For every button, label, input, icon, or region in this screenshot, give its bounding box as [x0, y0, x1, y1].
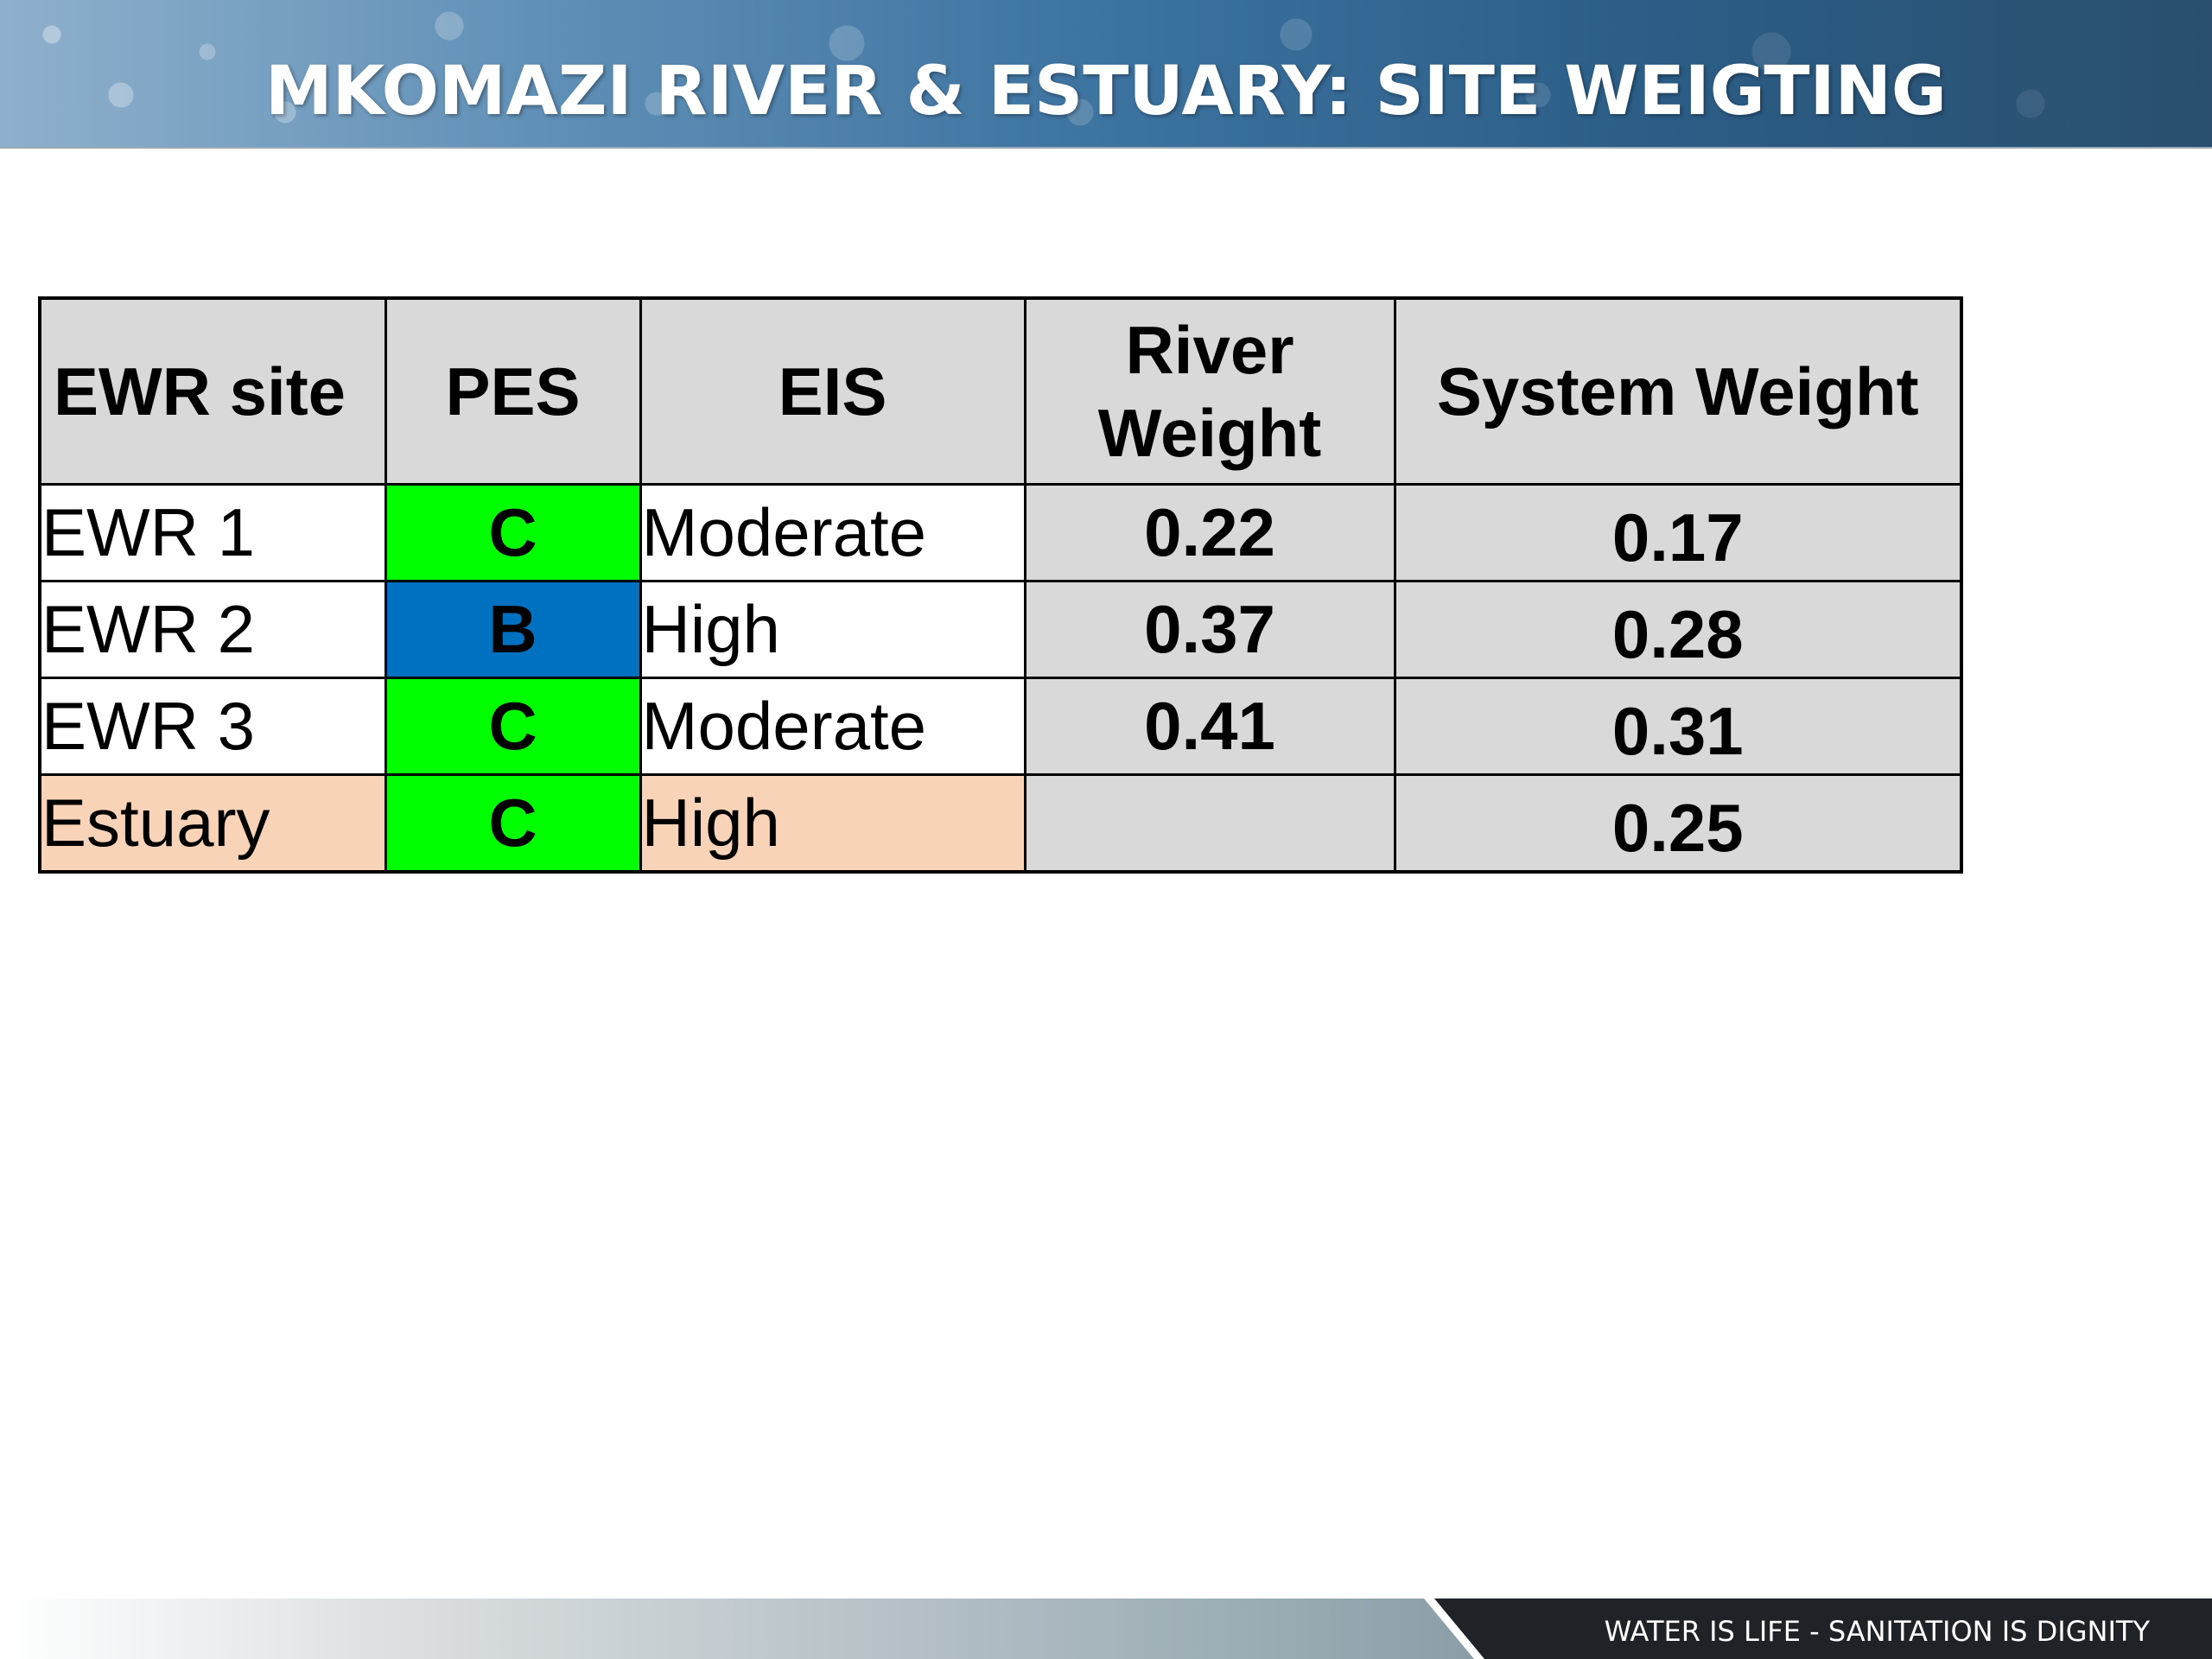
cell-river-weight: 0.41 [1023, 677, 1396, 776]
cell-river-weight: 0.37 [1023, 580, 1396, 679]
table-row: EWR 2 B High 0.37 0.28 [38, 580, 1963, 679]
cell-pes: C [384, 677, 642, 776]
site-weighting-table: EWR site PES EIS River Weight System Wei… [38, 296, 1963, 874]
cell-site: EWR 1 [38, 483, 387, 582]
system-weight-value: 0.17 [1611, 499, 1744, 575]
cell-system-weight: 0.17 [1393, 483, 1963, 582]
table-header-row: EWR site PES EIS River Weight System Wei… [38, 296, 1963, 486]
cell-site: EWR 3 [38, 677, 387, 776]
system-weight-value: 0.25 [1611, 790, 1744, 866]
header-river-weight: River Weight [1023, 296, 1396, 486]
table-row: EWR 3 C Moderate 0.41 0.31 [38, 677, 1963, 776]
table-row: Estuary C High 0.25 [38, 773, 1963, 874]
cell-site: EWR 2 [38, 580, 387, 679]
cell-river-weight [1023, 773, 1396, 874]
cell-system-weight: 0.25 [1393, 773, 1963, 874]
header-ewr-site: EWR site [38, 296, 387, 486]
table-row: EWR 1 C Moderate 0.22 0.17 [38, 483, 1963, 582]
footer-tagline: WATER IS LIFE - SANITATION IS DIGNITY [1604, 1615, 2150, 1648]
cell-river-weight: 0.22 [1023, 483, 1396, 582]
site-weighting-table-wrapper: EWR site PES EIS River Weight System Wei… [38, 296, 1963, 874]
cell-eis: High [639, 580, 1027, 679]
footer-bar: WATER IS LIFE - SANITATION IS DIGNITY [0, 1599, 2212, 1659]
header-banner: MKOMAZI RIVER & ESTUARY: SITE WEIGTING [0, 0, 2212, 149]
footer-dark-panel [1434, 1599, 2212, 1659]
cell-site: Estuary [38, 773, 387, 874]
cell-eis: Moderate [639, 677, 1027, 776]
header-system-weight: System Weight [1393, 296, 1963, 486]
system-weight-value: 0.31 [1611, 693, 1744, 769]
cell-system-weight: 0.28 [1393, 580, 1963, 679]
cell-pes: C [384, 773, 642, 874]
cell-eis: High [639, 773, 1027, 874]
header-pes: PES [384, 296, 642, 486]
cell-system-weight: 0.31 [1393, 677, 1963, 776]
cell-pes: C [384, 483, 642, 582]
system-weight-value: 0.28 [1611, 596, 1744, 672]
slide-title: MKOMAZI RIVER & ESTUARY: SITE WEIGTING [265, 53, 1947, 130]
cell-eis: Moderate [639, 483, 1027, 582]
cell-pes: B [384, 580, 642, 679]
header-eis: EIS [639, 296, 1027, 486]
